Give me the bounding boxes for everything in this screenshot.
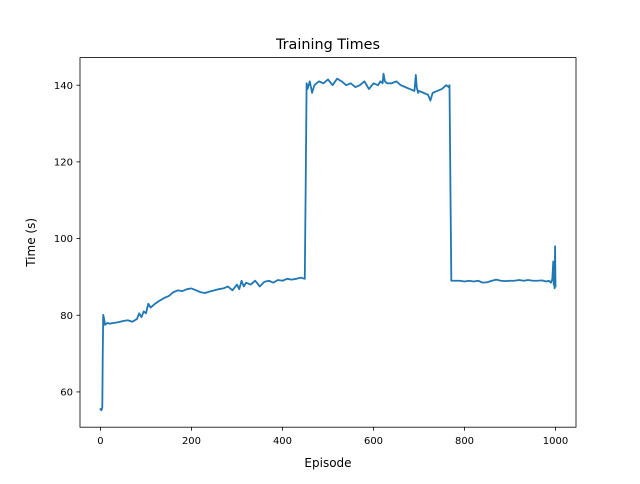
y-tick-label: 120 xyxy=(54,157,73,168)
y-tick-label: 60 xyxy=(60,388,73,399)
axes-frame xyxy=(79,57,577,428)
y-tick-label: 100 xyxy=(54,234,73,245)
x-axis: 0 200 400 600 800 1000 xyxy=(97,427,568,447)
y-tick-label: 140 xyxy=(54,81,73,92)
x-tick-label: 1000 xyxy=(543,436,568,447)
x-tick-label: 600 xyxy=(364,436,383,447)
chart-title: Training Times xyxy=(275,37,380,53)
plot-area xyxy=(99,72,557,412)
x-axis-label: Episode xyxy=(304,456,351,470)
x-tick-label: 0 xyxy=(97,436,103,447)
y-axis-label: Time (s) xyxy=(24,218,38,268)
x-tick-label: 200 xyxy=(182,436,201,447)
y-tick-label: 80 xyxy=(60,311,73,322)
x-tick-label: 800 xyxy=(455,436,474,447)
series-line xyxy=(99,72,557,412)
y-axis: 60 80 100 120 140 xyxy=(54,81,80,399)
x-tick-label: 400 xyxy=(273,436,292,447)
